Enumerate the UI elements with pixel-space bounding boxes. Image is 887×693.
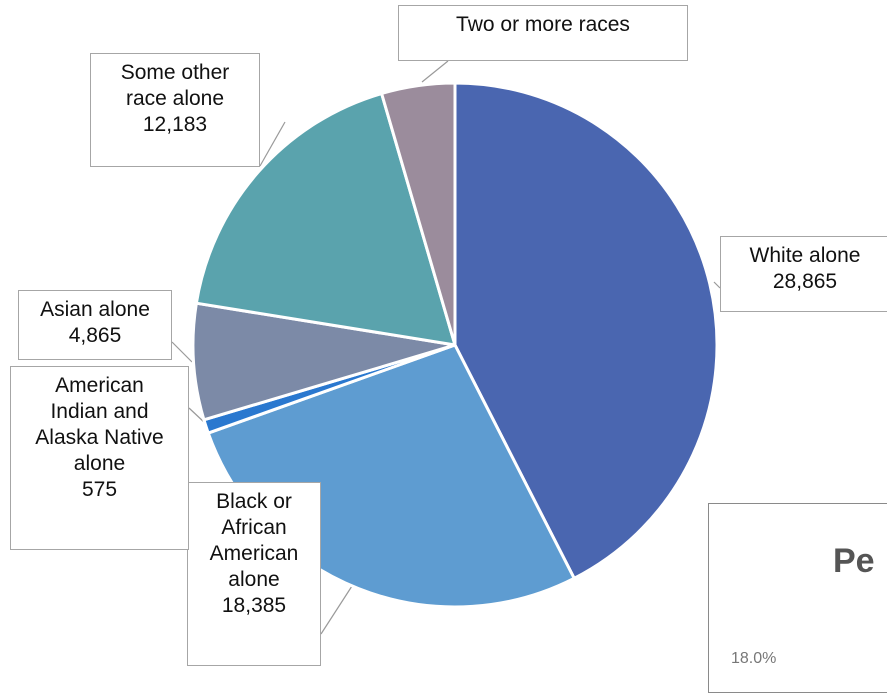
slice-label-line: White alone xyxy=(749,244,861,267)
slice-label-line: alone xyxy=(228,568,280,591)
slice-value-label: 575 xyxy=(81,478,118,501)
callout-leader-5 xyxy=(421,60,449,83)
slice-callout-1: Black or African American alone 18,385 xyxy=(187,482,321,666)
pie-slice-3 xyxy=(191,301,457,422)
slice-value-label: 18,385 xyxy=(221,594,287,617)
slice-label-line: African xyxy=(221,516,287,539)
slice-callout-5: Two or more races xyxy=(398,5,688,61)
slice-callout-0: White alone 28,865 xyxy=(720,236,887,312)
slice-label-line: Black or xyxy=(216,490,292,513)
callout-leader-3 xyxy=(171,341,193,363)
slice-label-line: Indian and xyxy=(50,400,149,423)
callout-leader-2 xyxy=(188,407,206,424)
slice-value-label: 4,865 xyxy=(68,324,122,347)
slice-label-line: Asian alone xyxy=(40,298,150,321)
callout-leader-4 xyxy=(259,121,286,167)
slice-label-line: Some other xyxy=(120,61,230,84)
slice-callout-2: American Indian and Alaska Native alone 575 xyxy=(10,366,189,550)
inset-chart-title: Pe xyxy=(833,542,875,580)
callout-leader-1 xyxy=(320,585,353,635)
pie-slice-5 xyxy=(380,81,457,347)
slice-label-line: alone xyxy=(73,452,126,475)
slice-label-line: American xyxy=(209,542,299,565)
slice-value-label: 28,865 xyxy=(772,270,838,293)
inset-chart-tick-label: 18.0% xyxy=(731,650,777,667)
callout-leader-0 xyxy=(713,281,721,289)
slice-label-line: Two or more races xyxy=(456,13,630,36)
slice-value-label: 12,183 xyxy=(142,113,208,136)
slice-label-line: race alone xyxy=(125,87,225,110)
slice-callout-3: Asian alone 4,865 xyxy=(18,290,172,360)
slice-label-line: Alaska Native xyxy=(35,426,164,449)
pie-slice-0 xyxy=(453,81,719,580)
pie-slice-4 xyxy=(194,91,457,347)
slice-callout-4: Some other race alone 12,183 xyxy=(90,53,260,167)
slice-label-line: American xyxy=(55,374,144,397)
inset-chart-panel: Pe 18.0% xyxy=(708,503,887,693)
